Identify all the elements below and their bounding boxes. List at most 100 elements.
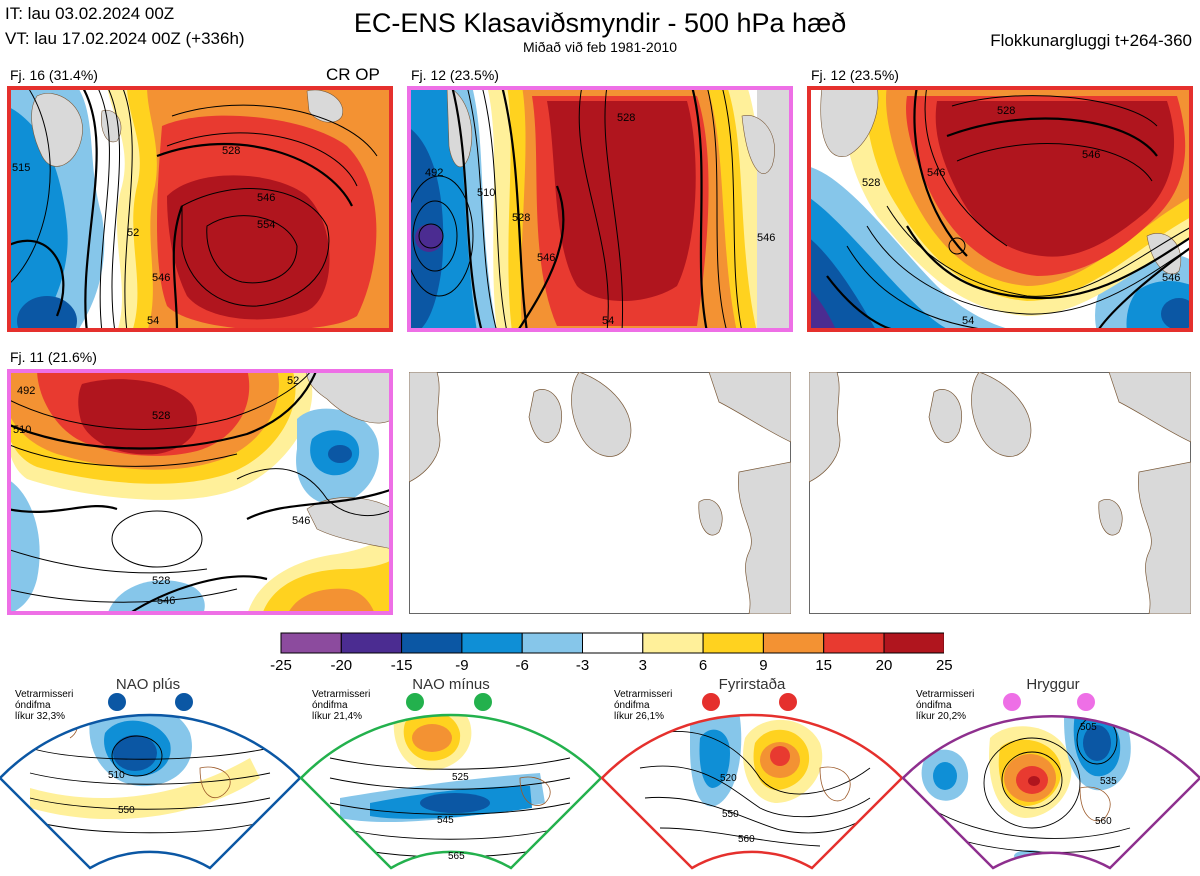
regime-dot-nao-plus [175,693,193,711]
colorbar-tick-label: -6 [515,657,529,674]
contour-label: 528 [152,575,170,587]
contour-label: 546 [292,515,310,527]
control-operational-label: CR OP [326,65,380,84]
contour-label: 546 [757,232,775,244]
contour-label: 54 [147,315,159,327]
classification-window-label: Flokkunargluggi t+264-360 [990,31,1192,50]
regime-panels: 510 550 525 545 565 [0,678,1200,876]
regime-name-blocking: Fyrirstaða [718,676,786,693]
colorbar-segment [883,632,945,654]
colorbar-segment [823,632,885,654]
contour-label: 492 [425,167,443,179]
colorbar-tick-label: 15 [815,657,833,674]
contour-label: 528 [997,105,1015,117]
regime-dot-nao-minus [406,693,424,711]
contour-label: 528 [617,112,635,124]
regime-dot-blocking [702,693,720,711]
colorbar-tick-label: 6 [698,657,708,674]
colorbar-segment [762,632,825,654]
regime-name-ridge: Hryggur [1026,676,1080,693]
regime-name-nao-minus: NAO mínus [412,676,490,693]
cluster-1-frame [7,86,393,332]
contour-label: 546 [537,252,555,264]
contour-label: 546 [1082,149,1100,161]
colorbar-segment [702,632,764,654]
cluster-4-label: Fj. 11 (21.6%) [10,349,97,365]
regime-dot-nao-minus [474,693,492,711]
empty-map-panel [409,372,791,614]
contour-label: 505 [1080,722,1097,733]
colorbar-tick-label: 3 [638,657,647,674]
contour-label: 492 [17,385,35,397]
contour-label: 550 [118,805,135,816]
regime-climatology-nao-plus: Vetrarmisseri óndifma líkur 32,3% [15,689,74,722]
contour-label: 550 [722,809,739,820]
colorbar-segment [521,632,583,654]
colorbar-tick-label: -3 [575,657,590,674]
colorbar-tick-label: 20 [875,657,893,674]
cluster-2-map: 492 510 528 546 546 54 528 [407,86,793,332]
contour-label: 54 [602,315,614,327]
contour-label: 528 [152,410,170,422]
contour-label: 565 [448,851,465,862]
valid-time-label: VT: lau 17.02.2024 00Z (+336h) [5,29,245,48]
regime-climatology-ridge: Vetrarmisseri óndifma líkur 20,2% [916,689,975,722]
contour-label: 535 [1100,776,1117,787]
contour-label: 560 [1095,816,1112,827]
colorbar-segment [582,632,644,654]
colorbar-segment [401,632,463,654]
regime-dot-ridge [1077,693,1095,711]
regime-name-nao-plus: NAO plús [115,676,181,693]
contour-label: 546 [257,192,275,204]
colorbar-tick-label: -25 [270,657,292,674]
colorbar-tick-label: -9 [455,657,469,674]
contour-label: 52 [127,227,139,239]
contour-label: 545 [437,815,454,826]
page-subtitle: Miðað við feb 1981-2010 [522,39,678,55]
contour-label: 528 [862,177,880,189]
colorbar-segment [340,632,403,654]
cluster-2-label: Fj. 12 (23.5%) [411,67,499,83]
contour-label: 554 [257,219,275,231]
cluster-3-map: 528 546 546 528 546 54 [807,86,1193,332]
colorbar-segment [280,632,342,654]
colorbar-tick-label: -20 [330,657,353,674]
regime-dot-blocking [779,693,797,711]
contour-label: 560 [738,834,755,845]
initial-time-label: IT: lau 03.02.2024 00Z [5,4,175,23]
regime-climatology-blocking: Vetrarmisseri óndifma líkur 26,1% [614,689,673,722]
ridge-wedge [901,715,1200,870]
nao-plus-wedge [0,713,302,870]
cluster-4-map: 492 510 528 546 528 546 52 [7,369,393,615]
cluster-3-label: Fj. 12 (23.5%) [811,67,899,83]
contour-label: 528 [222,145,240,157]
contour-label: 546 [927,167,945,179]
page-title: EC-ENS Klasaviðsmyndir - 500 hPa hæð [353,8,847,38]
empty-map-panel [809,372,1191,614]
cluster-2-frame [407,86,793,332]
blocking-wedge [600,713,904,870]
contour-label: 52 [287,375,299,387]
regime-climatology-nao-minus: Vetrarmisseri óndifma líkur 21,4% [312,689,371,722]
contour-label: 546 [157,595,175,607]
contour-label: 515 [12,162,30,174]
nao-minus-wedge [299,713,603,870]
regime-dot-nao-plus [108,693,126,711]
cluster-1-label: Fj. 16 (31.4%) [10,67,98,83]
cluster-1-map: 528 546 554 546 54 515 52 [7,86,393,332]
contour-label: 510 [13,424,31,436]
regime-dot-ridge [1003,693,1021,711]
contour-label: 528 [512,212,530,224]
colorbar-tick-label: 9 [759,657,768,674]
cluster-3-frame [807,86,1193,332]
contour-label: 54 [962,315,974,327]
colorbar-tick-label: -15 [390,657,413,674]
colorbar-segment [461,632,523,654]
cluster-4-frame [7,369,393,615]
contour-label: 510 [108,770,125,781]
contour-label: 546 [152,272,170,284]
colorbar-segment [642,632,704,654]
contour-label: 510 [477,187,495,199]
colorbar-tick-label: 25 [935,657,953,674]
contour-label: 546 [1162,272,1180,284]
